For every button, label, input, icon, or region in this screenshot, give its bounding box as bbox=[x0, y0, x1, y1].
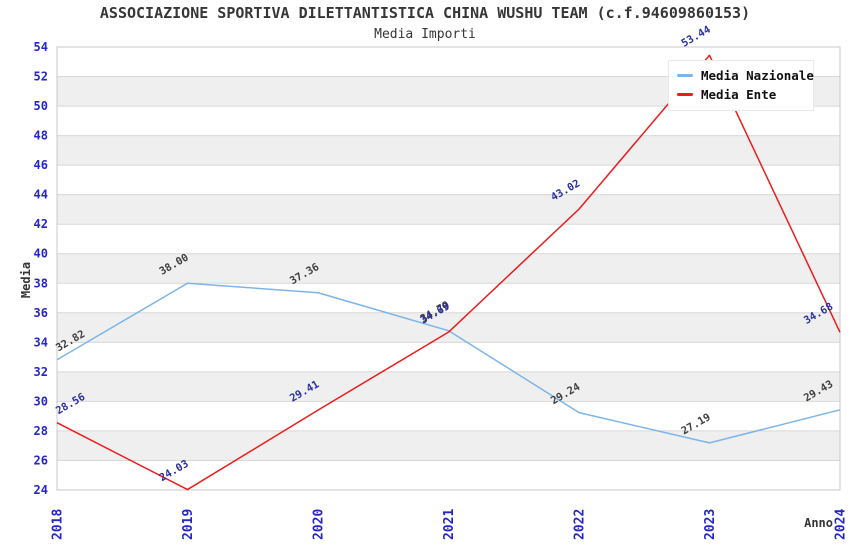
x-tick-label: 2018 bbox=[51, 509, 66, 540]
grid-band bbox=[57, 430, 840, 461]
legend-swatch-icon bbox=[677, 74, 693, 77]
legend-item-media-nazionale[interactable]: Media Nazionale bbox=[677, 66, 814, 85]
series-lines bbox=[56, 54, 841, 491]
grid-band bbox=[57, 312, 840, 343]
y-tick-label: 50 bbox=[34, 99, 48, 113]
y-tick-label: 30 bbox=[34, 394, 48, 408]
y-tick-label: 26 bbox=[34, 453, 48, 467]
y-tick-label: 24 bbox=[34, 483, 48, 497]
y-tick-label: 40 bbox=[34, 247, 48, 261]
grid-band bbox=[57, 194, 840, 225]
y-tick-label: 28 bbox=[34, 424, 48, 438]
x-tick-label: 2023 bbox=[703, 509, 718, 540]
legend-swatch-icon bbox=[677, 93, 693, 96]
chart-title: ASSOCIAZIONE SPORTIVA DILETTANTISTICA CH… bbox=[99, 4, 751, 22]
legend-label: Media Nazionale bbox=[701, 68, 814, 83]
y-tick-label: 54 bbox=[34, 40, 48, 54]
y-tick-label: 42 bbox=[34, 217, 48, 231]
data-label: 24.03 bbox=[157, 458, 190, 484]
x-tick-label: 2020 bbox=[312, 509, 327, 540]
x-tick-label: 2022 bbox=[573, 509, 588, 540]
legend-label: Media Ente bbox=[701, 87, 777, 102]
legend: Media Nazionale Media Ente bbox=[668, 60, 814, 111]
series-line-media-ente[interactable] bbox=[56, 54, 841, 491]
data-label: 53.44 bbox=[679, 24, 712, 50]
y-tick-label: 46 bbox=[34, 158, 48, 172]
y-tick-label: 36 bbox=[34, 306, 48, 320]
y-tick-label: 32 bbox=[34, 365, 48, 379]
x-axis-title: Anno bbox=[804, 516, 833, 530]
grid-band bbox=[57, 253, 840, 284]
series-line-media-nazionale[interactable] bbox=[56, 282, 841, 444]
y-axis-tick-labels: 24 26 28 30 32 34 36 38 40 42 44 46 48 50 52 54 bbox=[34, 40, 48, 497]
x-tick-label: 2024 bbox=[834, 509, 849, 540]
plot-border bbox=[56, 46, 841, 491]
y-axis-title: Media bbox=[19, 262, 33, 298]
y-tick-label: 48 bbox=[34, 129, 48, 143]
x-tick-label: 2021 bbox=[442, 509, 457, 540]
y-tick-label: 52 bbox=[34, 70, 48, 84]
legend-item-media-ente[interactable]: Media Ente bbox=[677, 85, 805, 104]
x-tick-label: 2019 bbox=[181, 509, 196, 540]
grid-band bbox=[57, 135, 840, 166]
y-tick-label: 34 bbox=[34, 335, 48, 349]
background-bands bbox=[57, 76, 840, 461]
chart-subtitle: Media Importi bbox=[374, 27, 476, 42]
x-axis-tick-labels: 2018 2019 2020 2021 2022 2023 2024 bbox=[51, 509, 849, 540]
y-tick-label: 38 bbox=[34, 276, 48, 290]
y-tick-label: 44 bbox=[34, 188, 48, 202]
grid-band bbox=[57, 371, 840, 402]
